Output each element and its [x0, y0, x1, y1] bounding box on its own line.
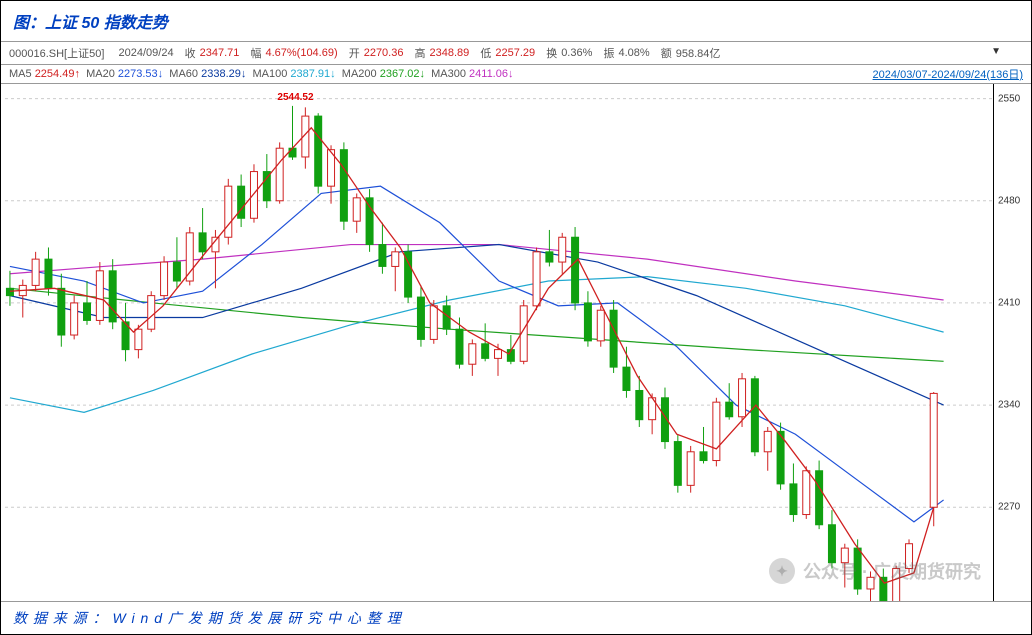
wechat-icon: ✦ [769, 558, 795, 584]
chart-title: 图：上证 50 指数走势 [1, 1, 1031, 42]
low-value: 2257.29 [495, 47, 535, 59]
ma100-label: MA100 [252, 68, 287, 80]
data-source-footer: 数 据 来 源 ： W i n d 广 发 期 货 发 展 研 究 中 心 整 … [1, 601, 1031, 634]
ma20-value: 2273.53↓ [118, 68, 163, 80]
high-label: 高 [415, 45, 426, 61]
ma200-label: MA200 [342, 68, 377, 80]
chg-label: 幅 [250, 45, 261, 61]
date: 2024/09/24 [119, 47, 174, 59]
amt-value: 958.84亿 [676, 45, 721, 61]
ma20-label: MA20 [86, 68, 115, 80]
ma300-label: MA300 [431, 68, 466, 80]
amp-label: 振 [603, 45, 614, 61]
amt-label: 额 [661, 45, 672, 61]
ma60-value: 2338.29↓ [201, 68, 246, 80]
watermark-text: 公众号 · 广发期货研究 [803, 558, 981, 584]
ohlc-info-row: 000016.SH[上证50] 2024/09/24 收 2347.71 幅 4… [1, 42, 1031, 65]
candlestick-chart [5, 84, 993, 624]
ma100-value: 2387.91↓ [290, 68, 335, 80]
turn-label: 换 [546, 45, 557, 61]
y-axis: 220022702340241024802550 [993, 84, 1029, 624]
open-value: 2270.36 [364, 47, 404, 59]
symbol: 000016.SH[上证50] [9, 45, 104, 61]
high-value: 2348.89 [430, 47, 470, 59]
ma-info-row: MA5 2254.49↑ MA20 2273.53↓ MA60 2338.29↓… [1, 65, 1031, 84]
turn-value: 0.36% [561, 47, 592, 59]
open-label: 开 [349, 45, 360, 61]
close-value: 2347.71 [200, 47, 240, 59]
ma60-label: MA60 [169, 68, 198, 80]
amp-value: 4.08% [618, 47, 649, 59]
chevron-icon[interactable]: ▼ [991, 46, 1001, 57]
watermark: ✦ 公众号 · 广发期货研究 [769, 558, 981, 584]
chart-area[interactable]: 220022702340241024802550 2544.52 2199.45… [1, 84, 1031, 624]
peak-label: 2544.52 [277, 92, 313, 103]
low-label: 低 [480, 45, 491, 61]
ma300-value: 2411.06↓ [469, 68, 513, 80]
ma5-value: 2254.49↑ [35, 68, 80, 80]
ma200-value: 2367.02↓ [380, 68, 425, 80]
ma5-label: MA5 [9, 68, 32, 80]
chg-value: 4.67%(104.69) [265, 47, 337, 59]
close-label: 收 [185, 45, 196, 61]
date-range-link[interactable]: 2024/03/07-2024/09/24(136日) [873, 66, 1023, 82]
